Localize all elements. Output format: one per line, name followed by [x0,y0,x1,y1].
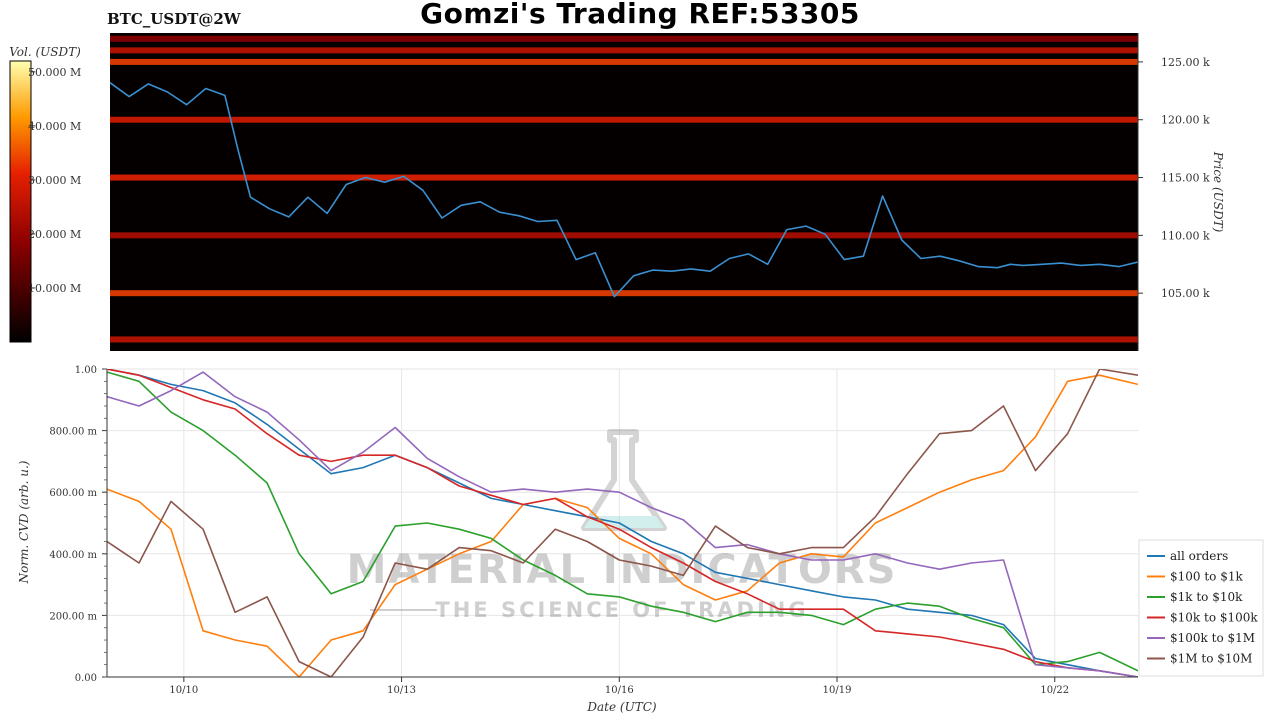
colorbar-tick-label: 10.000 M [28,282,81,295]
price-tick-label: 105.00 k [1161,287,1210,300]
colorbar-tick-label: 30.000 M [28,174,81,187]
watermark-line1: MATERIAL INDICATORS [347,547,898,593]
cvd-lines [107,369,1138,677]
cvd-x-tick-label: 10/16 [605,685,634,696]
liquidity-band [110,116,1138,123]
price-line [110,82,1138,298]
price-axis-ticks: 105.00 k 110.00 k 115.00 k 120.00 k 125.00 k [1138,56,1210,300]
cvd-series-line [107,369,1138,677]
price-series-group [110,82,1138,298]
symbol-label: BTC_USDT@2W [107,10,241,28]
cvd-plot-area [107,369,1138,677]
legend-box [1138,539,1264,677]
chart-title: Gomzi's Trading REF:53305 [420,0,860,30]
cvd-x-axis-label: Date (UTC) [586,700,656,714]
watermark: MATERIAL INDICATORS THE SCIENCE OF TRADI… [347,429,898,622]
cvd-series-line [107,371,1138,677]
colorbar-gradient [9,60,32,343]
cvd-x-tick-label: 10/19 [823,685,852,696]
liquidity-band [110,58,1138,65]
liquidity-band [110,47,1138,54]
cvd-series-line [107,374,1138,677]
cvd-y-tick-label: 600.00 m [49,488,97,499]
liquidity-band [110,336,1138,343]
colorbar-tick-label: 20.000 M [28,228,81,241]
colorbar-tick-label: 40.000 M [28,120,81,133]
flask-icon [581,429,667,531]
cvd-series-line [107,371,1138,672]
heatmap-background [110,33,1138,351]
cvd-x-ticks: 10/10 10/13 10/16 10/19 10/22 [169,677,1069,696]
price-tick-label: 125.00 k [1161,56,1210,69]
colorbar-label: Vol. (USDT) [9,45,81,59]
watermark-line2: THE SCIENCE OF TRADING [435,598,808,622]
colorbar-ticks: 10.000 M 20.000 M 30.000 M 40.000 M 50.000 M [28,66,81,295]
cvd-x-tick-label: 10/13 [387,685,416,696]
cvd-x-tick-label: 10/22 [1040,685,1069,696]
legend-label: $100k to $1M [1170,631,1255,645]
liquidity-band [110,35,1138,42]
legend-label: $1M to $10M [1170,652,1252,666]
legend-label: $10k to $100k [1170,611,1258,625]
heatmap-panel: 105.00 k 110.00 k 115.00 k 120.00 k 125.00 k… [110,33,1225,351]
flask-liquid-icon [584,516,664,528]
cvd-series-line [107,369,1138,677]
liquidity-band [110,174,1138,181]
cvd-x-tick-label: 10/10 [169,685,198,696]
price-tick-label: 120.00 k [1161,114,1210,127]
cvd-y-axis-label: Norm. CVD (arb. u.) [17,460,31,584]
liquidity-bands [110,35,1138,343]
cvd-y-tick-label: 800.00 m [49,427,97,438]
cvd-y-tick-label: 200.00 m [49,611,97,622]
cvd-y-tick-label: 0.00 [75,673,97,684]
cvd-y-ticks: 0.00 200.00 m 400.00 m 600.00 m 800.00 m 1.00 [49,365,107,684]
colorbar-tick-label: 50.000 M [28,66,81,79]
price-axis-label: Price (USDT) [1211,151,1225,233]
legend-label: $1k to $10k [1170,590,1243,604]
cvd-panel: MATERIAL INDICATORS THE SCIENCE OF TRADI… [17,365,1138,714]
legend-label: $100 to $1k [1170,570,1243,584]
cvd-y-tick-label: 400.00 m [49,550,97,561]
legend-label: all orders [1170,549,1228,563]
colorbar: Vol. (USDT) 10.000 M 20.000 M 30.000 M 40.0… [9,45,81,343]
liquidity-band [110,232,1138,239]
legend: all orders $100 to $1k $1k to $10k $10k to … [1138,539,1264,677]
liquidity-band [110,290,1138,297]
price-tick-label: 115.00 k [1161,172,1210,185]
cvd-y-tick-label: 1.00 [75,365,97,376]
price-tick-label: 110.00 k [1161,229,1210,242]
